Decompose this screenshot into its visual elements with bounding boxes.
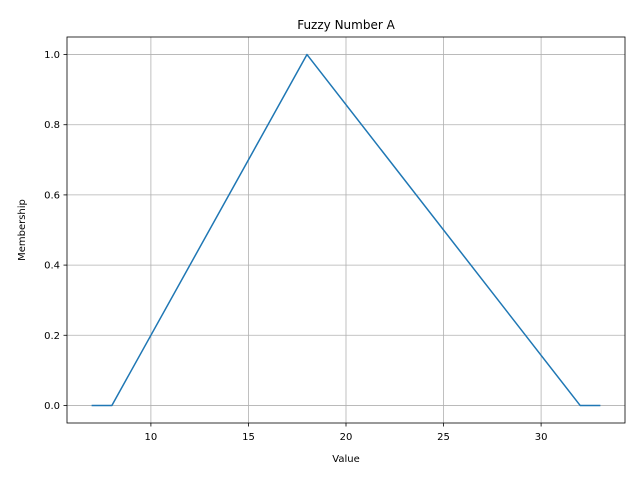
y-tick-label: 0.0 <box>44 401 60 412</box>
y-axis: 0.0 0.2 0.4 0.6 0.8 1.0 <box>44 50 67 412</box>
y-tick-label: 0.6 <box>44 190 60 201</box>
x-axis: 10 15 20 25 30 <box>145 423 548 443</box>
series-line <box>91 53 601 407</box>
y-tick-label: 0.4 <box>44 261 60 272</box>
y-tick-label: 0.2 <box>44 331 60 342</box>
x-axis-label: Value <box>332 454 359 465</box>
y-tick-label: 1.0 <box>44 50 60 61</box>
y-tick-label: 0.8 <box>44 120 60 131</box>
series-layer <box>91 53 601 407</box>
x-tick-label: 15 <box>242 432 255 443</box>
x-tick-label: 20 <box>340 432 353 443</box>
x-tick-label: 10 <box>145 432 158 443</box>
chart-title: Fuzzy Number A <box>297 18 395 32</box>
grid <box>67 37 625 423</box>
x-tick-label: 30 <box>535 432 548 443</box>
y-axis-label: Membership <box>17 199 28 261</box>
x-tick-label: 25 <box>437 432 450 443</box>
